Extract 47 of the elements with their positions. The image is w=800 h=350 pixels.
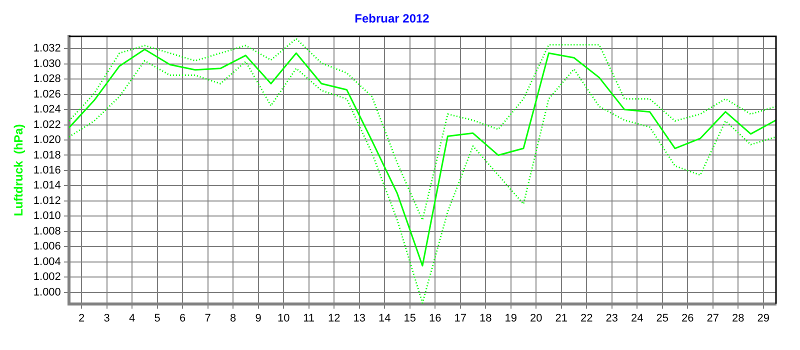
y-tick-label: 1.024 bbox=[33, 104, 61, 116]
x-tick-label: 7 bbox=[204, 312, 211, 324]
x-tick-label: 25 bbox=[656, 312, 668, 324]
x-tick-label: 14 bbox=[378, 312, 391, 324]
x-tick-label: 17 bbox=[454, 312, 466, 324]
x-tick-label: 19 bbox=[504, 312, 517, 324]
x-tick-label: 10 bbox=[277, 312, 290, 324]
y-tick-label: 1.000 bbox=[33, 286, 61, 298]
y-tick-label: 1.008 bbox=[33, 225, 61, 238]
x-tick-label: 5 bbox=[154, 312, 160, 324]
x-tick-label: 2 bbox=[78, 312, 85, 324]
x-tick-label: 28 bbox=[732, 312, 744, 324]
y-tick-label: 1.018 bbox=[33, 149, 61, 162]
x-tick-label: 21 bbox=[555, 312, 568, 324]
y-tick-label: 1.002 bbox=[33, 271, 61, 284]
chart-title: Februar 2012 bbox=[354, 12, 430, 26]
x-tick-label: 27 bbox=[706, 312, 719, 324]
x-tick-label: 16 bbox=[428, 312, 442, 324]
x-tick-label: 12 bbox=[328, 312, 340, 324]
x-tick-label: 6 bbox=[180, 312, 186, 324]
y-tick-label: 1.032 bbox=[33, 42, 61, 55]
x-tick-label: 29 bbox=[757, 312, 770, 324]
y-tick-label: 1.014 bbox=[33, 180, 61, 192]
x-tick-label: 9 bbox=[255, 312, 262, 324]
x-tick-label: 3 bbox=[104, 312, 110, 324]
y-tick-label: 1.004 bbox=[33, 256, 61, 268]
x-tick-label: 8 bbox=[230, 312, 236, 324]
x-tick-label: 20 bbox=[530, 312, 542, 324]
x-tick-label: 23 bbox=[606, 312, 618, 324]
x-tick-label: 4 bbox=[128, 312, 136, 324]
x-tick-label: 24 bbox=[630, 312, 644, 324]
y-tick-label: 1.016 bbox=[33, 164, 61, 177]
y-tick-label: 1.020 bbox=[33, 134, 61, 146]
y-tick-label: 1.012 bbox=[33, 194, 61, 207]
y-tick-label: 1.022 bbox=[33, 118, 61, 131]
x-tick-label: 18 bbox=[479, 312, 492, 324]
y-tick-label: 1.006 bbox=[33, 240, 61, 253]
y-axis-title: Luftdruck (hPa) bbox=[12, 124, 26, 216]
x-tick-label: 15 bbox=[404, 312, 416, 324]
y-tick-label: 1.028 bbox=[33, 73, 61, 86]
x-tick-label: 13 bbox=[353, 312, 366, 324]
x-tick-label: 26 bbox=[681, 312, 694, 324]
y-tick-label: 1.030 bbox=[33, 58, 61, 70]
x-tick-label: 11 bbox=[303, 312, 315, 324]
y-tick-label: 1.010 bbox=[33, 210, 61, 222]
x-tick-label: 22 bbox=[580, 312, 593, 324]
y-tick-label: 1.026 bbox=[33, 88, 61, 100]
